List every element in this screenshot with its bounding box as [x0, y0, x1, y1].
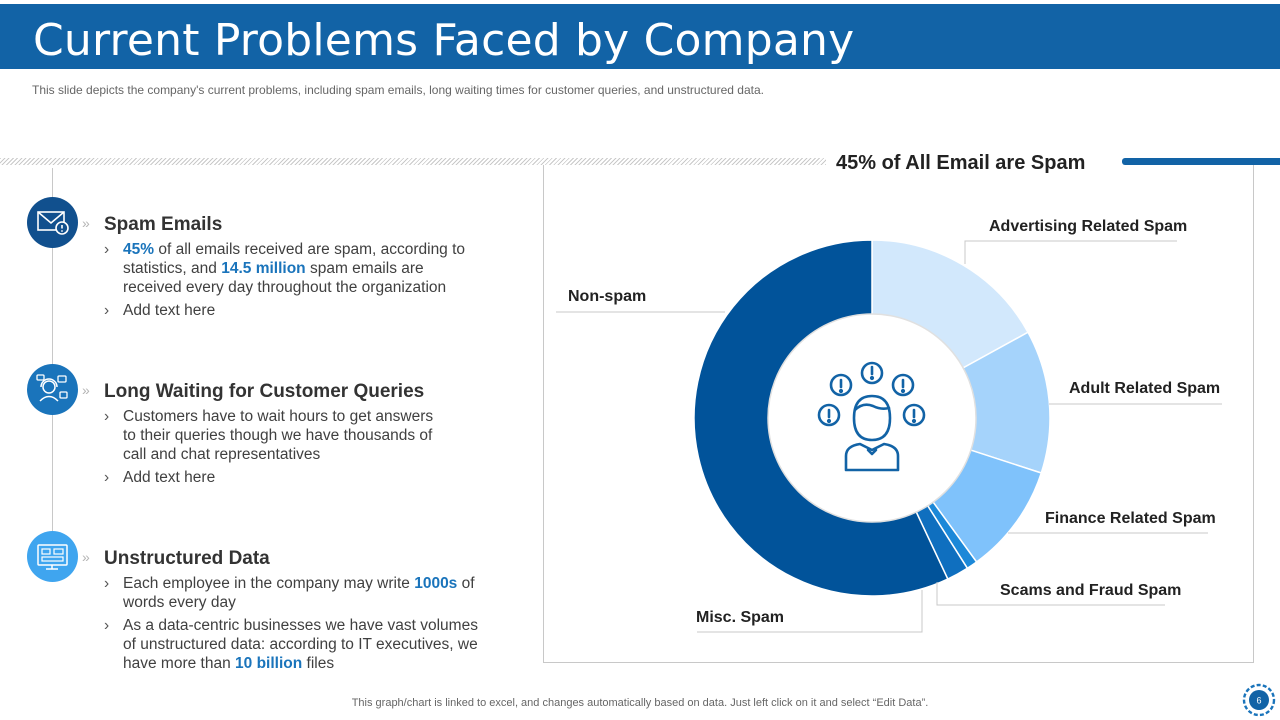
chart-frame: [543, 165, 1254, 663]
bullet-text: Add text here: [123, 302, 216, 319]
bullet-text: Add text here: [123, 469, 216, 486]
bullet-text: of all emails received are spam, accordi…: [123, 241, 466, 277]
bullet-item: › Customers have to wait hours to get ans…: [104, 407, 449, 464]
item-title: Spam Emails: [104, 214, 223, 235]
bullet-list: › Each employee in the company may write …: [104, 574, 479, 677]
label-misc-spam: Misc. Spam: [696, 609, 785, 626]
page-number-badge: 6: [1242, 683, 1276, 717]
bullet-text: Customers have to wait hours to get answ…: [123, 408, 434, 463]
bullet-item: › As a data-centric businesses we have va…: [104, 616, 479, 673]
highlight-value: 45%: [123, 241, 155, 258]
envelope-alert-icon: [27, 197, 78, 248]
chevron-right-icon: ›: [104, 575, 110, 592]
accent-bar: [1122, 158, 1280, 165]
chart-heading: 45% of All Email are Spam: [836, 152, 1086, 174]
label-adult-spam: Adult Related Spam: [1069, 380, 1221, 397]
highlight-value: 1000s: [414, 575, 458, 592]
bullet-item: › Add text here: [104, 301, 484, 320]
chevron-right-icon: ›: [104, 408, 110, 425]
page-subtitle: This slide depicts the company's current…: [32, 83, 764, 97]
chevron-right-icon: ›: [104, 241, 110, 258]
item-arrow-icon: »: [82, 382, 90, 398]
bullet-text: files: [302, 655, 335, 672]
bullet-list: › Customers have to wait hours to get ans…: [104, 407, 449, 491]
label-finance-spam: Finance Related Spam: [1045, 510, 1216, 527]
page-number: 6: [1256, 696, 1261, 706]
item-title: Unstructured Data: [104, 548, 270, 569]
bullet-text: spam emails are received every day throu…: [123, 260, 447, 296]
footer-note: This graph/chart is linked to excel, and…: [0, 697, 1280, 709]
bullet-list: › 45% of all emails received are spam, ac…: [104, 240, 484, 324]
bullet-item: › Add text here: [104, 468, 449, 487]
footer-text: This graph/chart is linked to excel, and…: [351, 697, 929, 709]
label-scams-spam: Scams and Fraud Spam: [1000, 582, 1182, 599]
bullet-text: of words every day: [123, 575, 475, 611]
bullet-item: › 45% of all emails received are spam, ac…: [104, 240, 484, 297]
bullet-item: › Each employee in the company may write …: [104, 574, 479, 612]
highlight-value: 10 billion: [235, 655, 303, 672]
chevron-right-icon: ›: [104, 617, 110, 634]
label-advertising-spam: Advertising Related Spam: [989, 218, 1188, 235]
item-arrow-icon: »: [82, 549, 90, 565]
bullet-text: As a data-centric businesses we have vas…: [123, 617, 478, 672]
title-bar: Current Problems Faced by Company: [0, 4, 1280, 69]
item-arrow-icon: »: [82, 215, 90, 231]
support-agent-icon: [27, 364, 78, 415]
label-non-spam: Non-spam: [568, 288, 647, 305]
chevron-right-icon: ›: [104, 469, 110, 486]
data-files-icon: [27, 531, 78, 582]
item-title: Long Waiting for Customer Queries: [104, 381, 425, 402]
page-title: Current Problems Faced by Company: [33, 15, 855, 66]
chevron-right-icon: ›: [104, 302, 110, 319]
highlight-value: 14.5 million: [221, 260, 306, 277]
hatched-divider: [0, 158, 826, 165]
bullet-text: Each employee in the company may write: [123, 575, 415, 592]
